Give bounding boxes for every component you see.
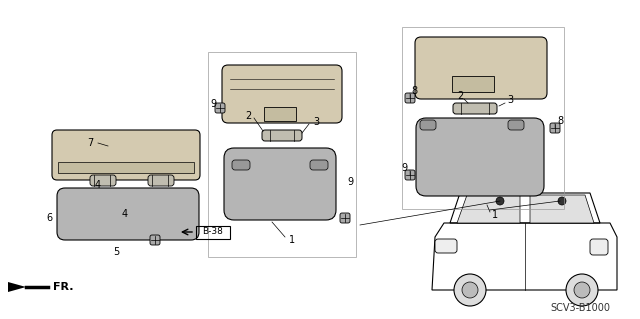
Text: 4: 4 <box>95 180 101 190</box>
FancyBboxPatch shape <box>453 103 497 114</box>
Circle shape <box>496 197 504 205</box>
Text: FR.: FR. <box>53 282 74 292</box>
FancyBboxPatch shape <box>222 65 342 123</box>
Circle shape <box>66 141 74 149</box>
Text: 9: 9 <box>347 177 353 187</box>
FancyBboxPatch shape <box>405 170 415 180</box>
Circle shape <box>442 71 450 79</box>
Circle shape <box>86 141 94 149</box>
Circle shape <box>236 99 244 107</box>
Bar <box>58 162 194 173</box>
FancyBboxPatch shape <box>435 239 457 253</box>
FancyBboxPatch shape <box>148 175 174 186</box>
Ellipse shape <box>244 163 316 205</box>
FancyBboxPatch shape <box>57 188 199 240</box>
Circle shape <box>478 71 486 79</box>
FancyBboxPatch shape <box>90 175 116 186</box>
FancyBboxPatch shape <box>150 235 160 245</box>
Circle shape <box>151 141 159 149</box>
Ellipse shape <box>436 133 524 181</box>
Text: B-38: B-38 <box>203 227 223 236</box>
Circle shape <box>574 282 590 298</box>
Text: 2: 2 <box>245 111 251 121</box>
Text: 2: 2 <box>457 91 463 101</box>
Circle shape <box>254 99 262 107</box>
Bar <box>208 52 356 257</box>
Circle shape <box>313 99 321 107</box>
Text: 8: 8 <box>411 86 417 96</box>
FancyBboxPatch shape <box>405 93 415 103</box>
FancyBboxPatch shape <box>52 130 200 180</box>
Circle shape <box>496 71 504 79</box>
Text: 3: 3 <box>313 117 319 127</box>
Polygon shape <box>457 195 520 223</box>
FancyBboxPatch shape <box>420 120 436 130</box>
Circle shape <box>524 71 532 79</box>
FancyBboxPatch shape <box>232 160 250 170</box>
Circle shape <box>566 274 598 306</box>
FancyBboxPatch shape <box>415 37 547 99</box>
Text: 5: 5 <box>113 247 119 257</box>
Text: 1: 1 <box>289 235 295 245</box>
Circle shape <box>424 71 432 79</box>
Text: 9: 9 <box>210 99 216 109</box>
Circle shape <box>462 282 478 298</box>
Bar <box>402 27 564 209</box>
Bar <box>196 226 230 239</box>
Circle shape <box>106 141 114 149</box>
Text: 7: 7 <box>87 138 93 148</box>
FancyBboxPatch shape <box>416 118 544 196</box>
FancyBboxPatch shape <box>310 160 328 170</box>
Circle shape <box>558 197 566 205</box>
Text: 4: 4 <box>122 209 128 219</box>
Bar <box>264 107 296 121</box>
Circle shape <box>174 141 182 149</box>
Polygon shape <box>530 195 594 223</box>
FancyBboxPatch shape <box>215 103 225 113</box>
FancyBboxPatch shape <box>550 123 560 133</box>
Text: 8: 8 <box>557 116 563 126</box>
FancyBboxPatch shape <box>224 148 336 220</box>
Text: 9: 9 <box>401 163 407 173</box>
Polygon shape <box>8 282 26 292</box>
Text: 6: 6 <box>46 213 52 223</box>
Text: SCV3-B1000: SCV3-B1000 <box>550 303 610 313</box>
FancyBboxPatch shape <box>508 120 524 130</box>
Circle shape <box>290 99 298 107</box>
Circle shape <box>272 99 280 107</box>
Text: 3: 3 <box>507 95 513 105</box>
Circle shape <box>454 274 486 306</box>
Bar <box>452 76 494 92</box>
Text: 1: 1 <box>492 210 498 220</box>
FancyBboxPatch shape <box>590 239 608 255</box>
Ellipse shape <box>82 200 174 228</box>
Circle shape <box>460 71 468 79</box>
FancyBboxPatch shape <box>340 213 350 223</box>
Circle shape <box>126 141 134 149</box>
FancyBboxPatch shape <box>262 130 302 141</box>
